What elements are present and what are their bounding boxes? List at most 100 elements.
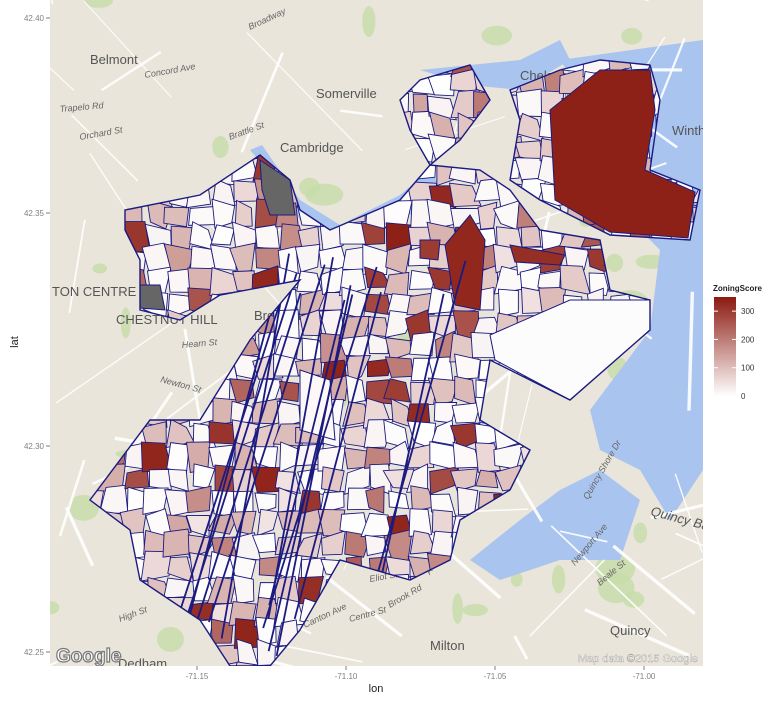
zoning-region [295, 664, 325, 666]
zoning-region [543, 664, 565, 666]
zoning-region [254, 224, 281, 250]
zoning-region [362, 243, 389, 276]
place-label: TON CENTRE [52, 284, 137, 299]
legend-tick-label: 200 [741, 335, 755, 344]
place-label: Dedham [118, 656, 167, 671]
corridor-boundary [173, 296, 283, 629]
zoning-region [549, 69, 696, 239]
zoning-region [97, 664, 129, 666]
y-axis-label: lat [9, 336, 21, 348]
zoning-region [364, 446, 393, 469]
place-label: Milton [430, 638, 465, 653]
legend-colorbar [714, 297, 736, 396]
corridor-boundary [208, 264, 326, 623]
zoning-region [299, 369, 336, 441]
legend: ZoningScore 0 100 200 300 [713, 284, 762, 401]
zoning-region [694, 661, 700, 666]
x-tick-label: -71.05 [484, 672, 507, 681]
zoning-region [124, 468, 150, 490]
y-tick-label: 42.30 [24, 442, 45, 451]
zoning-region [364, 534, 387, 557]
x-tick-label: -71.10 [335, 672, 358, 681]
zoning-region [366, 358, 393, 378]
svg-text:Google: Google [56, 646, 121, 667]
zoning-region [215, 667, 238, 692]
zoning-region-na [139, 284, 166, 311]
place-label: Somerville [316, 86, 377, 101]
zoning-region [232, 574, 255, 605]
zoning-region [236, 638, 260, 666]
zoning-region [409, 331, 435, 357]
x-axis-label: lon [369, 683, 384, 695]
zoning-region [320, 530, 346, 556]
zoning-region [384, 310, 416, 339]
legend-tick-label: 300 [741, 307, 755, 316]
axes: -71.15 -71.10 -71.05 -71.00 42.40 42.35 42.30 4… [24, 14, 656, 681]
corridor-boundary [275, 285, 352, 657]
zoning-region [674, 665, 700, 666]
zoning-region [258, 555, 282, 577]
zoning-region [428, 111, 456, 143]
zoning-region [256, 508, 279, 537]
zoning-region [210, 224, 235, 246]
corridor-boundary [262, 266, 378, 629]
basemap-harbor-water [560, 40, 703, 520]
legend-title: ZoningScore [713, 284, 762, 293]
zoning-region [272, 661, 297, 666]
zoning-region [451, 401, 482, 424]
zoning-region [603, 668, 629, 691]
x-tick-label: -71.15 [186, 672, 209, 681]
zoning-region [427, 377, 459, 406]
zoning-region [429, 466, 459, 495]
legend-tick-label: 0 [741, 392, 746, 401]
zoning-region [406, 667, 433, 688]
y-tick-label: 42.35 [24, 209, 45, 218]
boston-boundary [89, 154, 651, 666]
zoning-region [509, 244, 566, 266]
zoning-region [166, 442, 190, 474]
zoning-region [497, 288, 519, 317]
place-label: Cambridge [280, 140, 344, 155]
map-attribution: Map data ©2015 Google [578, 653, 698, 665]
boston-boundary [399, 64, 491, 167]
zoning-region [278, 380, 300, 403]
zoning-region [427, 72, 456, 97]
zoning-region [185, 485, 212, 514]
place-label: CHESTNUT HILL [116, 312, 218, 327]
zoning-region [520, 225, 542, 248]
zoning-region [208, 421, 236, 445]
zoning-region [317, 445, 346, 472]
zoning-region [209, 244, 237, 271]
corridor-boundary [220, 253, 290, 639]
place-label: Quincy [610, 623, 651, 638]
zoning-region [450, 668, 477, 693]
corridor-boundary [192, 292, 302, 632]
zoning-region [386, 662, 414, 666]
zoning-region [254, 492, 277, 514]
corridor-boundary [267, 257, 334, 619]
zoning-region [477, 201, 498, 230]
place-label: Belmont [90, 52, 138, 67]
zoning-region [346, 487, 371, 511]
x-tick-label: -71.00 [633, 672, 656, 681]
zoning-region [475, 469, 499, 489]
zoning-region [141, 421, 167, 449]
zoning-region [427, 266, 453, 291]
zoning-region [367, 332, 389, 355]
zoning-region [360, 221, 386, 246]
zoning-region [406, 292, 435, 316]
corridor-boundary [268, 299, 346, 606]
basemap-neponset-bay [470, 470, 640, 580]
zoning-region [563, 246, 590, 272]
zoning-region [211, 198, 236, 229]
zoning-region [90, 664, 105, 666]
legend-tick-label: 100 [741, 364, 755, 373]
zoning-region [140, 550, 172, 582]
zoning-region [449, 468, 478, 492]
corridor-boundary [181, 280, 280, 642]
zoning-region [229, 661, 261, 666]
zoning-region [297, 226, 321, 251]
